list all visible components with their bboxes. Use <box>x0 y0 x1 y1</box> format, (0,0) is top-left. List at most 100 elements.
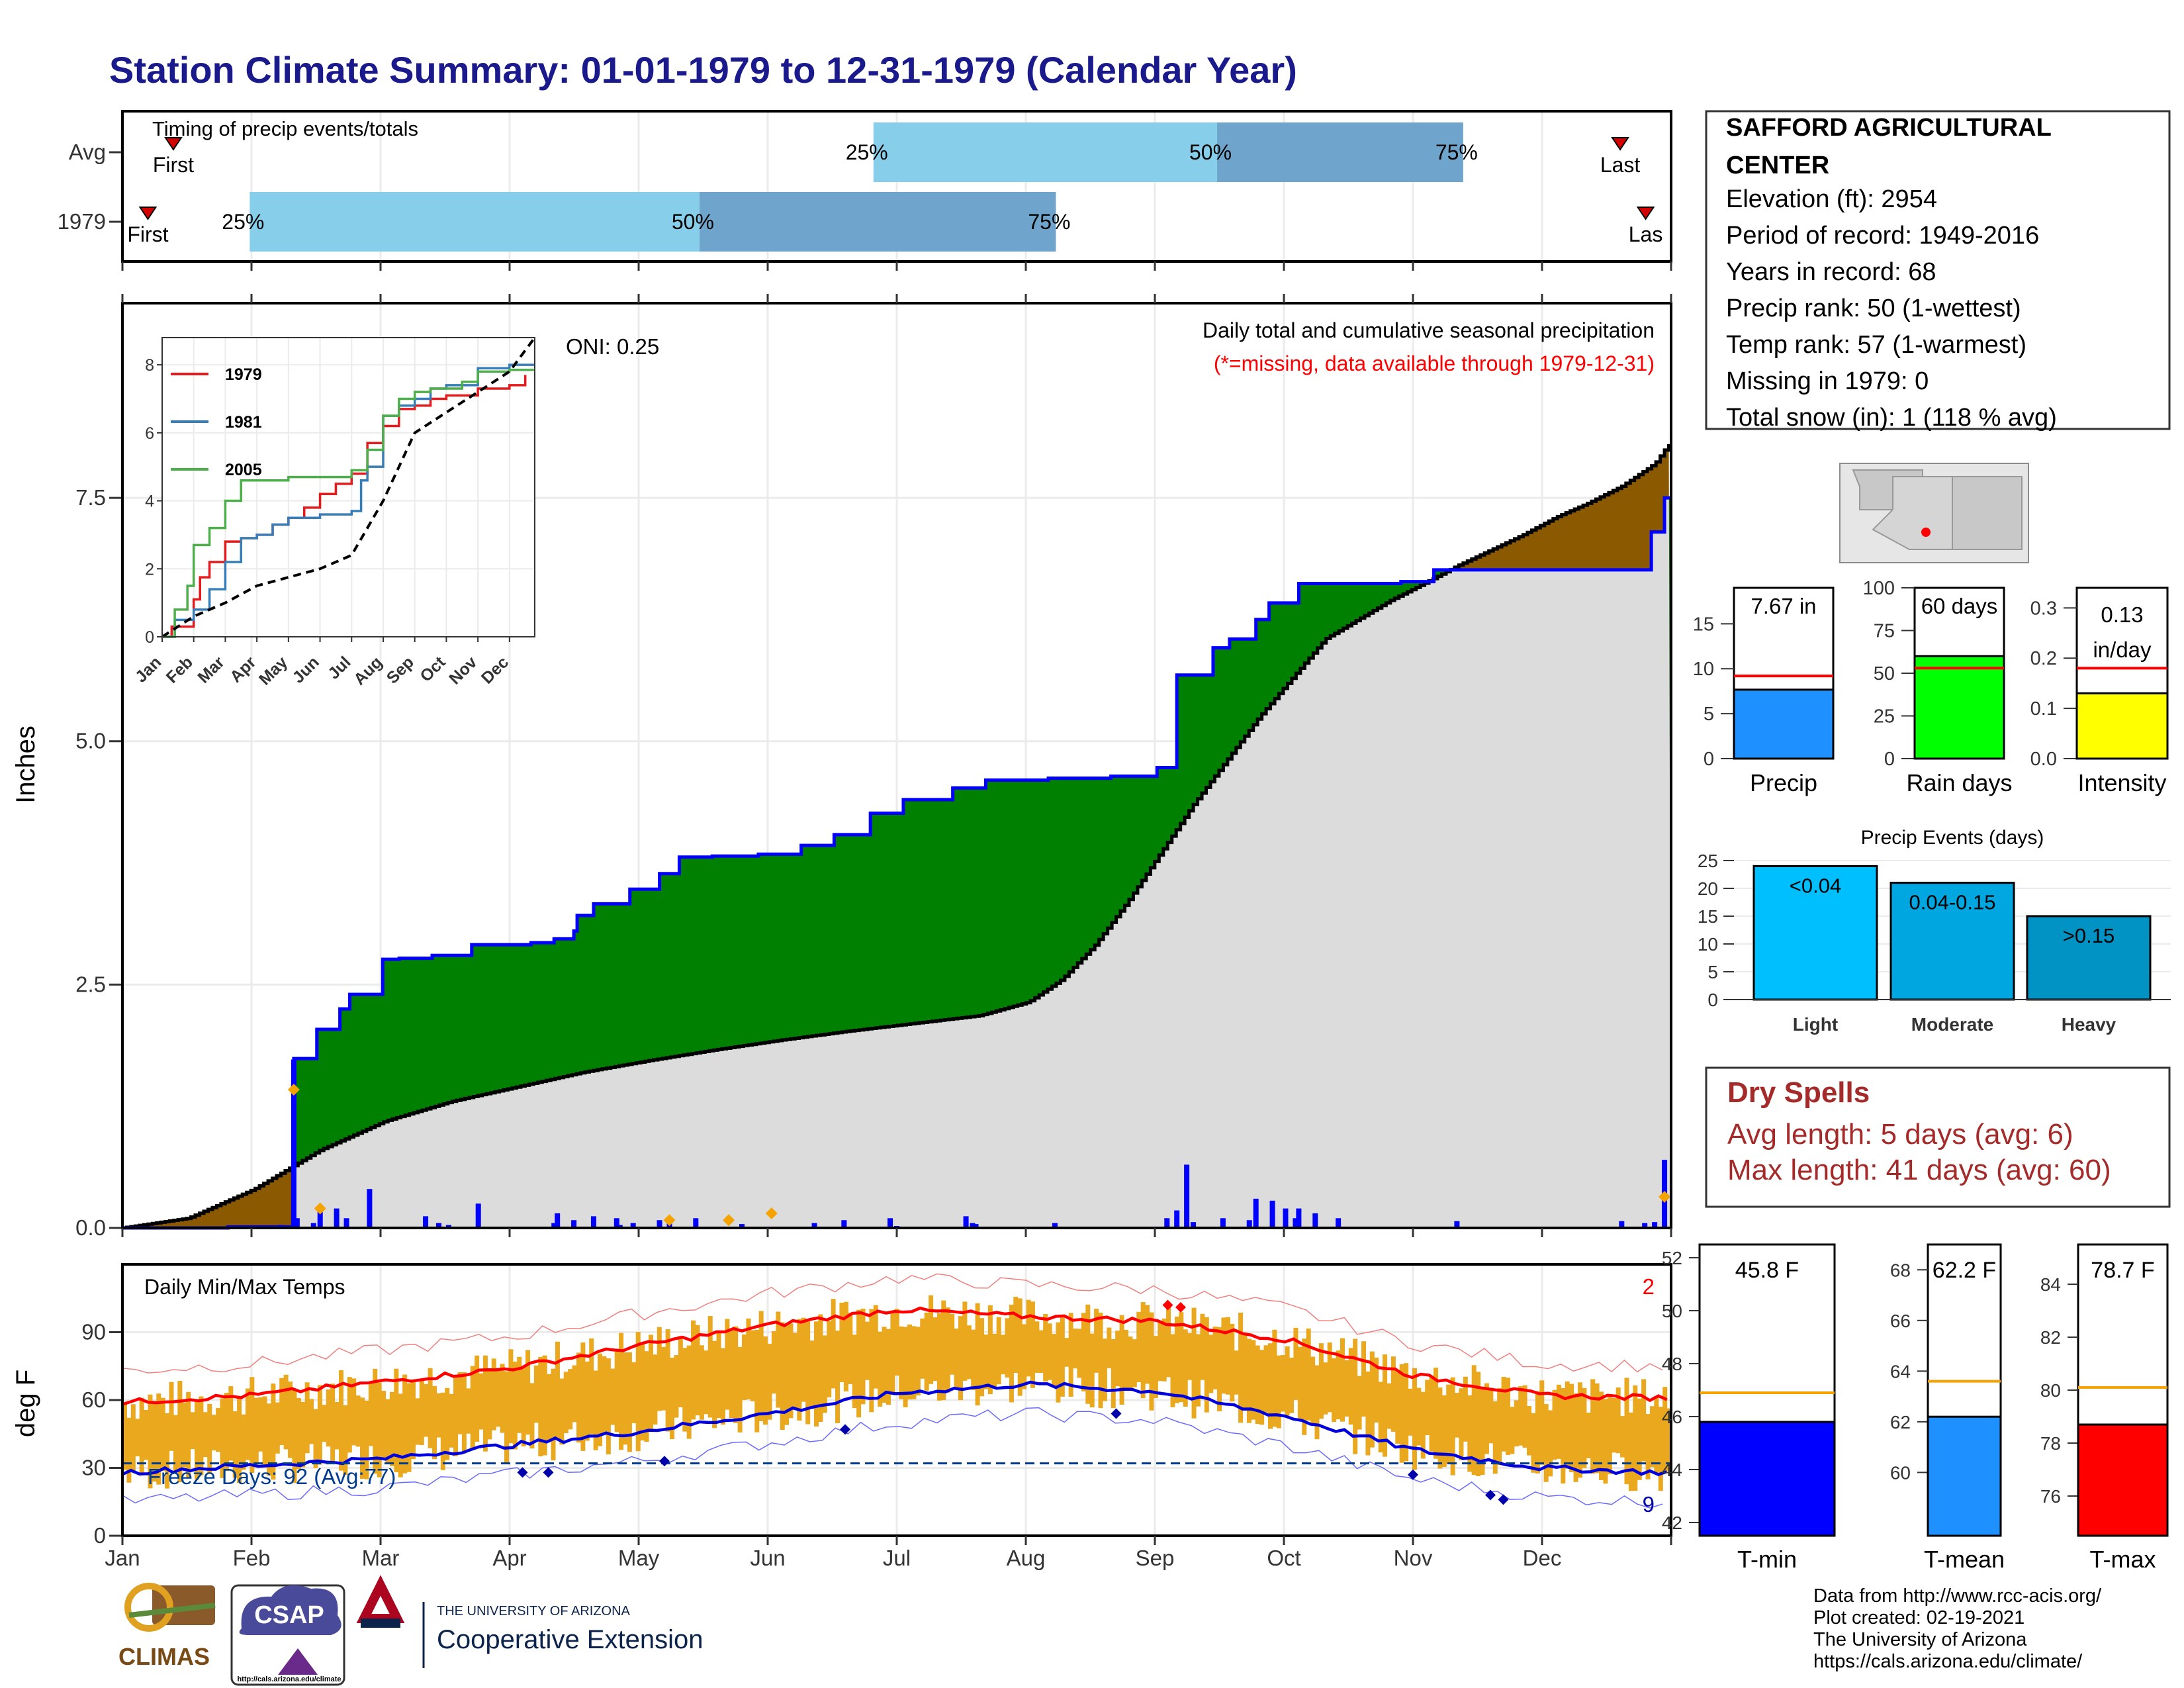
daily-temp-bar <box>873 1305 878 1389</box>
map-state <box>1952 476 2023 550</box>
temp-bar-y-tick: 84 <box>2040 1274 2061 1295</box>
daily-temp-bar <box>1009 1304 1014 1403</box>
daily-temp-bar <box>279 1378 285 1446</box>
daily-temp-bar <box>1128 1336 1133 1390</box>
daily-temp-bar <box>1077 1329 1082 1378</box>
ua-logo-base <box>361 1618 400 1628</box>
summary-y-tick: 15 <box>1693 614 1714 635</box>
overlap-group <box>122 498 1671 1228</box>
daily-temp-bar <box>152 1401 157 1482</box>
daily-temp-bar <box>1492 1401 1498 1474</box>
daily-temp-bar <box>1161 1318 1167 1382</box>
daily-temp-bar <box>347 1377 352 1453</box>
temp-summary-bar <box>1698 1421 1836 1537</box>
daily-temp-bar <box>971 1329 976 1390</box>
daily-temp-bar <box>665 1329 670 1432</box>
dry-spells-box <box>1705 1066 2171 1208</box>
legend-label: 2005 <box>225 461 262 479</box>
daily-temp-bar <box>1204 1317 1209 1413</box>
inset-x-tick: Feb <box>163 653 197 686</box>
daily-temp-bar <box>1565 1381 1570 1469</box>
daily-precip-bar <box>1184 1164 1190 1228</box>
daily-precip-bar <box>1296 1208 1302 1228</box>
daily-temp-bar <box>1480 1389 1485 1476</box>
daily-temp-bar <box>818 1314 823 1423</box>
daily-temp-bar <box>309 1399 314 1444</box>
daily-temp-bar <box>966 1325 972 1380</box>
daily-temp-bar <box>1569 1383 1574 1473</box>
daily-temp-bar <box>1599 1391 1604 1480</box>
daily-precip-bar <box>317 1208 323 1228</box>
y-tick-label: 2.5 <box>75 972 106 996</box>
temp-bar-y-tick: 76 <box>2040 1486 2061 1507</box>
freeze-label: Freeze Days: 92 (Avg:77) <box>148 1464 396 1489</box>
summary-y-tick: 0 <box>1884 749 1895 770</box>
daily-temp-bar <box>232 1411 238 1478</box>
inset-y-tick: 8 <box>145 356 154 375</box>
daily-temp-bar <box>780 1322 785 1430</box>
daily-temp-bar <box>211 1415 216 1451</box>
main-chart-title: Daily total and cumulative seasonal prec… <box>1203 318 1655 342</box>
daily-temp-bar <box>758 1311 764 1421</box>
daily-temp-bar <box>1022 1324 1027 1389</box>
daily-temp-bar <box>1111 1338 1116 1409</box>
events-y-tick: 5 <box>1707 962 1718 982</box>
daily-temp-bar <box>190 1412 195 1450</box>
daily-temp-bar <box>432 1385 437 1460</box>
daily-temp-bar <box>890 1310 895 1393</box>
daily-temp-bar <box>1225 1317 1230 1395</box>
daily-temp-bar <box>148 1394 153 1489</box>
daily-temp-bar <box>924 1312 929 1391</box>
daily-temp-bar <box>1293 1327 1298 1400</box>
daily-temp-bar <box>1115 1331 1120 1387</box>
daily-temp-bar <box>1136 1311 1142 1382</box>
timing-bar-50-75 <box>699 192 1056 252</box>
ua-logo-small-text: THE UNIVERSITY OF ARIZONA <box>437 1604 631 1618</box>
daily-temp-bar <box>831 1299 836 1389</box>
daily-temp-bar <box>1230 1323 1235 1402</box>
daily-temp-bar <box>1497 1387 1502 1466</box>
inset-x-tick: Jun <box>289 653 323 686</box>
daily-temp-bar <box>1259 1350 1265 1425</box>
daily-temp-bar <box>1467 1395 1473 1472</box>
daily-temp-bar <box>453 1376 459 1456</box>
daily-precip-bar <box>1619 1221 1625 1228</box>
daily-temp-bar <box>1620 1416 1625 1458</box>
daily-temp-bar <box>1149 1312 1154 1411</box>
daily-temp-bar <box>512 1361 518 1450</box>
daily-temp-bar <box>813 1321 819 1427</box>
first-label: First <box>153 153 194 177</box>
daily-temp-bar <box>144 1409 149 1460</box>
inset-x-tick: Jan <box>132 653 165 686</box>
daily-temp-bar <box>903 1327 908 1407</box>
daily-temp-bar <box>1238 1312 1244 1423</box>
daily-temp-bar <box>542 1355 547 1456</box>
daily-temp-bar <box>678 1336 683 1407</box>
daily-temp-bar <box>377 1382 382 1477</box>
inset-series-line <box>161 336 536 638</box>
daily-temp-bar <box>525 1350 531 1435</box>
daily-temp-bar <box>445 1387 450 1460</box>
daily-temp-bar <box>979 1318 985 1397</box>
daily-temp-bar <box>627 1352 632 1452</box>
temp-summary-bar <box>1927 1415 2002 1537</box>
y-axis-label: deg F <box>11 1370 40 1437</box>
daily-temp-bar <box>602 1356 607 1436</box>
daily-temp-bar <box>1654 1395 1659 1473</box>
daily-temp-bar <box>1068 1313 1073 1397</box>
daily-temp-bar <box>457 1372 463 1434</box>
daily-temp-bar <box>1047 1323 1052 1380</box>
inset-x-tick: Jul <box>324 653 354 682</box>
daily-temp-bar <box>797 1319 802 1421</box>
daily-temp-bar <box>1353 1338 1358 1454</box>
daily-temp-bar <box>250 1377 255 1473</box>
footer-credits: Data from http://www.rcc-acis.org/Plot c… <box>1813 1585 2102 1672</box>
daily-temp-bar <box>695 1325 700 1416</box>
temp-value-label: 62.2 F <box>1933 1258 1996 1283</box>
daily-temp-bar <box>1001 1335 1006 1375</box>
daily-precip-bar <box>1336 1218 1342 1228</box>
daily-temp-bar <box>784 1325 790 1425</box>
daily-temp-bar <box>1263 1345 1269 1413</box>
daily-temp-bar <box>1251 1340 1256 1420</box>
daily-temp-bar <box>1314 1365 1320 1440</box>
